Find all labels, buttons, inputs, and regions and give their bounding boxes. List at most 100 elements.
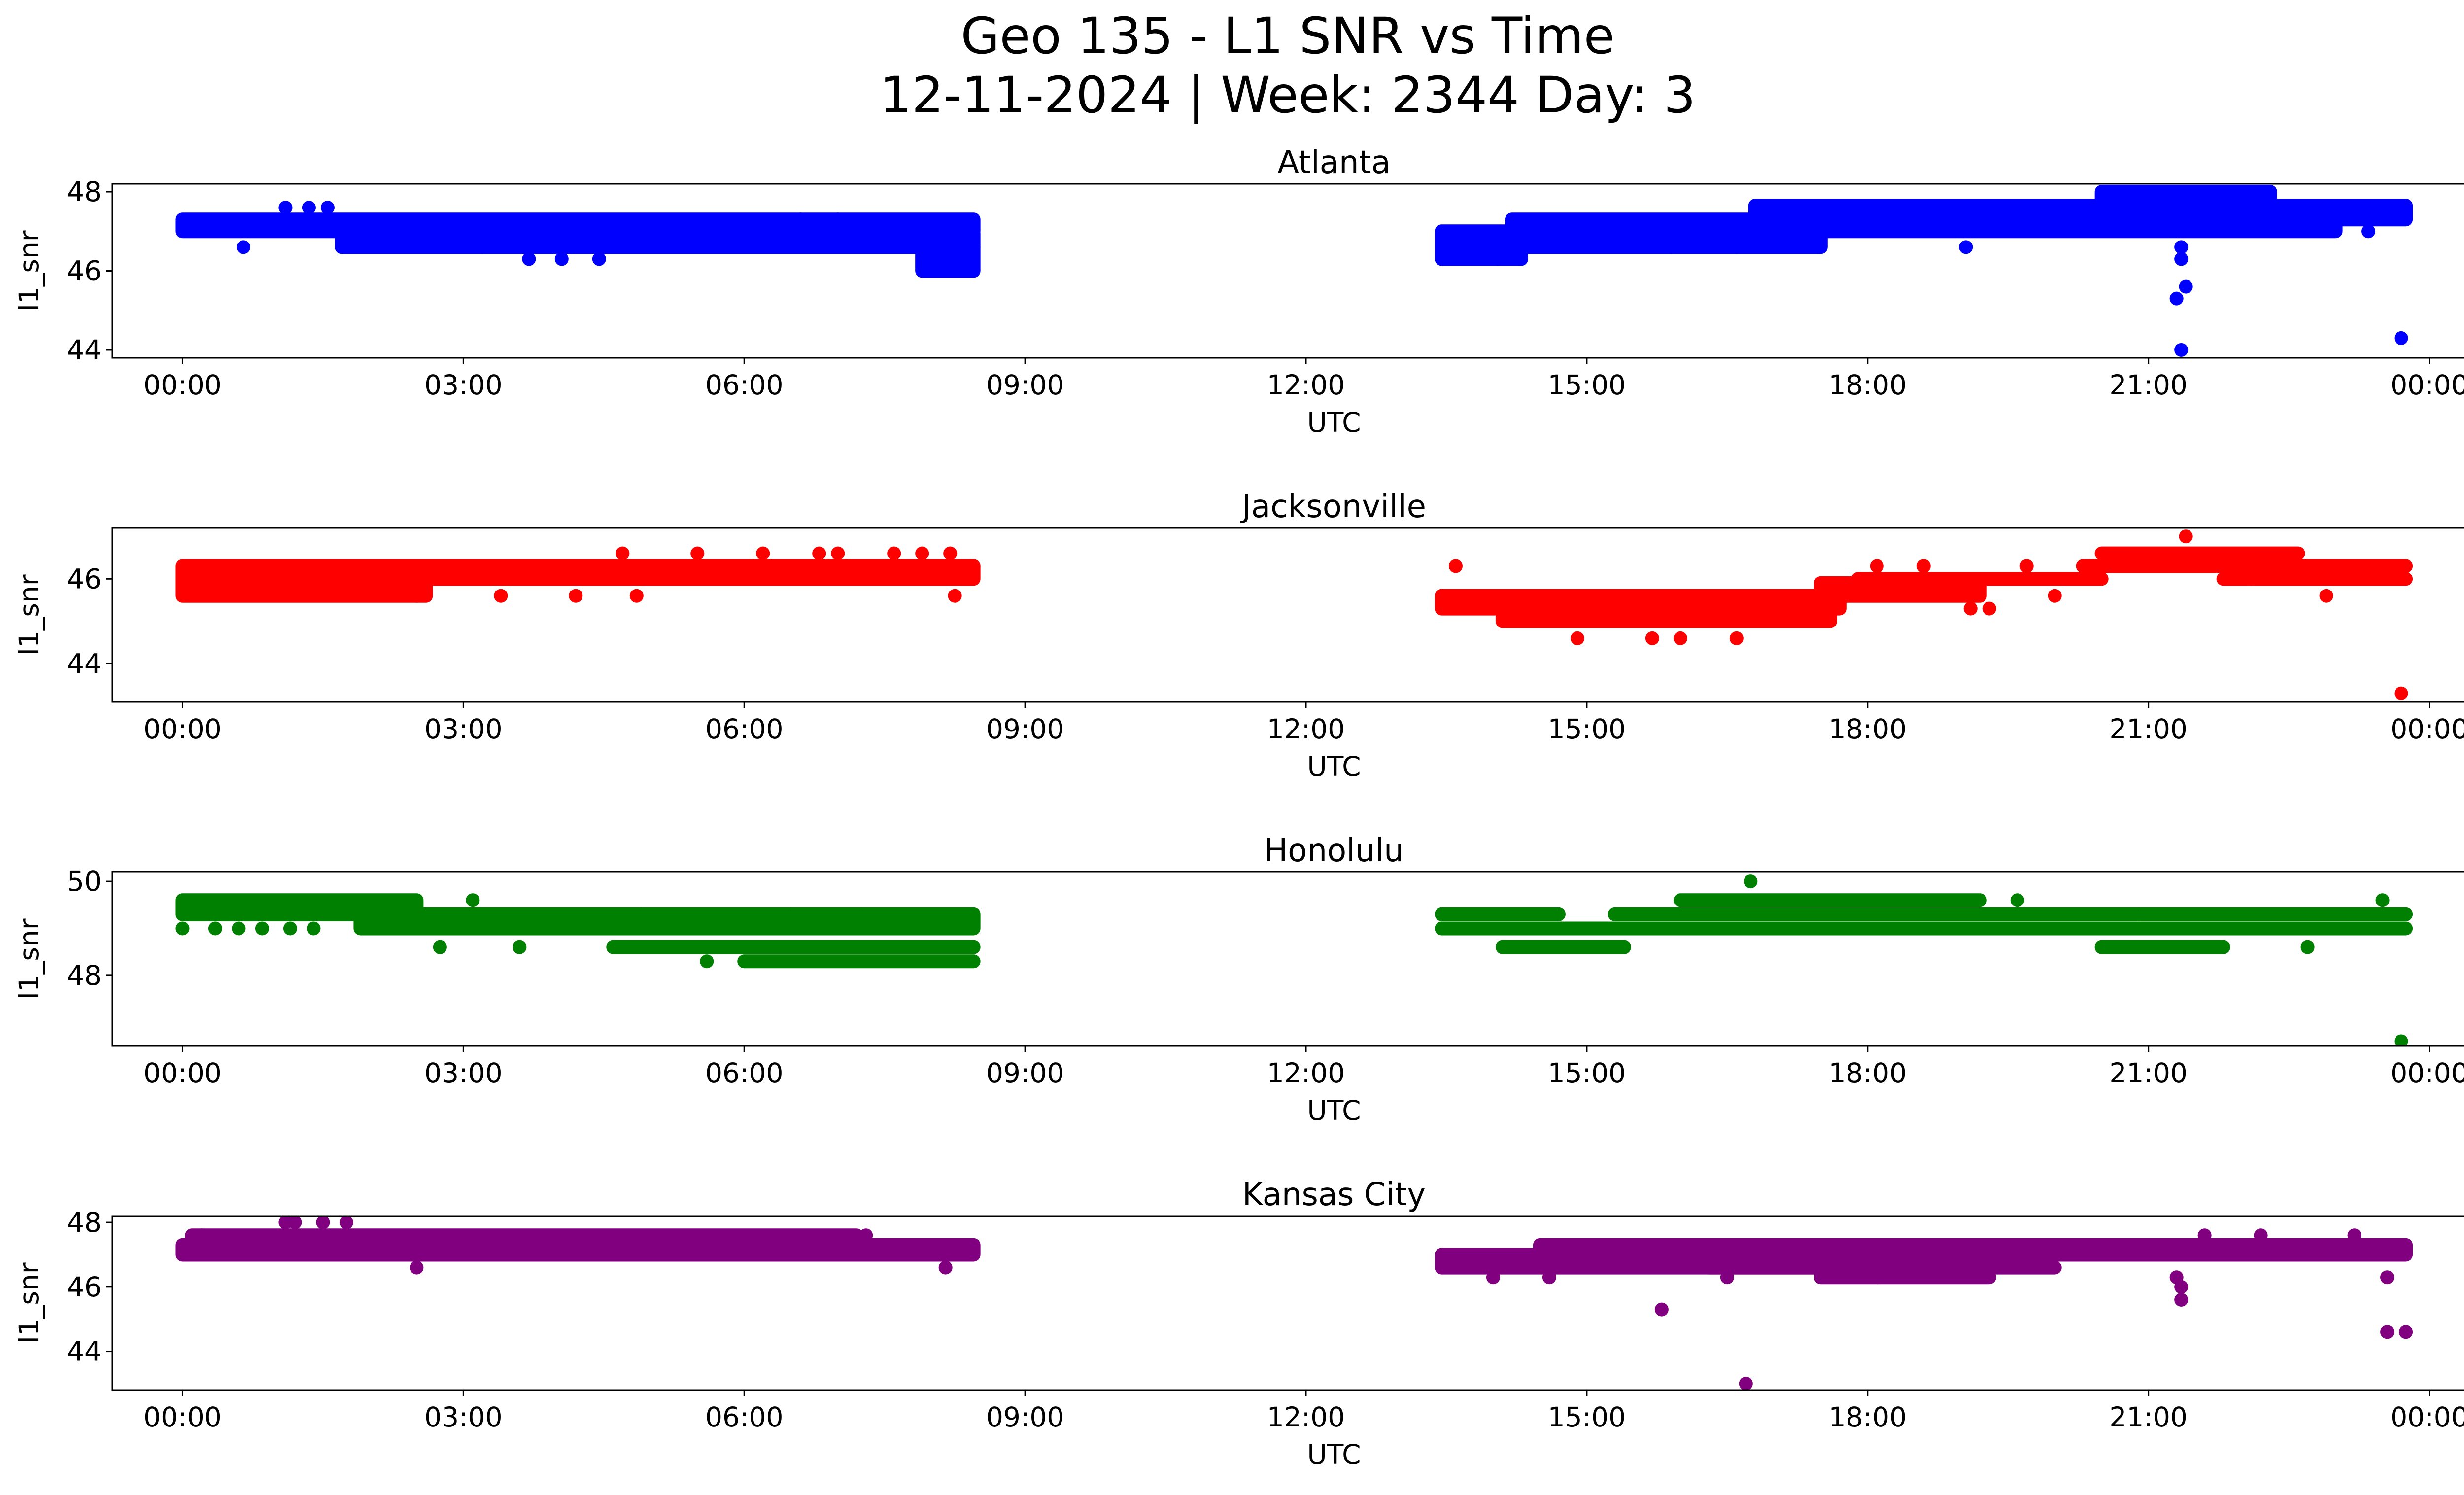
- x-tick-label: 03:00: [424, 713, 503, 745]
- x-tick-label: 15:00: [1548, 1401, 1626, 1433]
- scatter-point: [236, 240, 250, 254]
- scatter-point: [1654, 1302, 1669, 1317]
- scatter-point-cluster: [1435, 921, 2413, 936]
- scatter-point: [2048, 589, 2062, 603]
- scatter-point: [302, 201, 316, 215]
- x-tick-label: 15:00: [1548, 1057, 1626, 1089]
- x-tick-label: 06:00: [705, 713, 784, 745]
- scatter-point: [1570, 631, 1584, 645]
- scatter-point: [629, 589, 644, 603]
- scatter-point: [1870, 1270, 1884, 1285]
- scatter-point-cluster: [1533, 1238, 2413, 1262]
- x-tick-label: 03:00: [424, 1057, 503, 1089]
- scatter-point: [1448, 559, 1463, 573]
- scatter-point: [1645, 631, 1659, 645]
- scatter-point: [513, 940, 527, 954]
- scatter-series: [175, 1216, 2413, 1390]
- scatter-point-cluster: [2094, 185, 2277, 213]
- scatter-point: [2216, 940, 2230, 954]
- scatter-point-cluster: [2094, 546, 2305, 560]
- scatter-point: [812, 546, 826, 560]
- scatter-point: [1935, 921, 1950, 936]
- scatter-point: [578, 1248, 592, 1262]
- scatter-point: [433, 940, 447, 954]
- scatter-point: [793, 212, 808, 227]
- figure-title-line-1: Geo 135 - L1 SNR vs Time: [961, 7, 1615, 66]
- y-tick-label: 50: [67, 866, 102, 897]
- x-tick-label: 21:00: [2109, 713, 2188, 745]
- subplot: Atlanta 00:00 03:00 06:00 09:00 12:00 15:00 18:…: [13, 144, 2464, 438]
- scatter-point: [854, 907, 868, 921]
- x-tick-label: 00:00: [143, 713, 222, 745]
- scatter-point: [1795, 921, 1809, 936]
- scatter-point: [494, 589, 508, 603]
- scatter-point: [307, 921, 321, 936]
- scatter-point: [859, 1228, 873, 1243]
- scatter-point: [316, 1216, 330, 1230]
- y-tick-label: 44: [67, 334, 102, 366]
- scatter-point: [616, 546, 630, 560]
- subplot: Kansas City 00:00 03:00 06:00 09:00 12:00 15:0…: [13, 1177, 2464, 1470]
- scatter-point: [634, 907, 649, 921]
- scatter-point: [1959, 240, 1973, 254]
- x-tick-label: 15:00: [1548, 369, 1626, 401]
- x-tick-label: 03:00: [424, 1401, 503, 1433]
- scatter-point: [2019, 559, 2034, 573]
- scatter-point: [531, 1248, 546, 1262]
- x-tick-label: 00:00: [143, 369, 222, 401]
- scatter-point: [2319, 589, 2333, 603]
- scatter-point: [339, 1216, 353, 1230]
- scatter-point: [283, 921, 297, 936]
- x-tick-label: 12:00: [1267, 1401, 1345, 1433]
- scatter-point: [194, 1228, 208, 1243]
- scatter-point: [288, 1216, 302, 1230]
- scatter-point: [410, 1260, 424, 1275]
- scatter-point: [1888, 921, 1903, 936]
- scatter-point: [1916, 559, 1931, 573]
- scatter-point: [1664, 240, 1678, 254]
- scatter-point: [1982, 601, 1996, 616]
- scatter-point-cluster: [2216, 572, 2413, 586]
- scatter-point: [2174, 1280, 2189, 1294]
- y-tick-label: 48: [67, 176, 102, 208]
- scatter-point: [1673, 631, 1687, 645]
- scatter-point: [1729, 631, 1744, 645]
- scatter-point: [948, 589, 962, 603]
- scatter-point: [260, 559, 274, 573]
- x-tick-label: 03:00: [424, 369, 503, 401]
- scatter-point: [208, 921, 222, 936]
- x-tick-label: 00:00: [143, 1401, 222, 1433]
- subplot-title: Atlanta: [1277, 144, 1391, 181]
- x-axis-label: UTC: [1307, 751, 1361, 782]
- y-tick-label: 44: [67, 648, 102, 680]
- subplot-title: Kansas City: [1242, 1177, 1426, 1213]
- scatter-point-cluster: [335, 226, 981, 254]
- x-axis-label: UTC: [1307, 1439, 1361, 1470]
- scatter-point: [784, 907, 798, 921]
- scatter-point: [1542, 1270, 1556, 1285]
- scatter-point: [2179, 279, 2193, 294]
- scatter-point: [2197, 1228, 2212, 1243]
- scatter-point: [2380, 1270, 2395, 1285]
- scatter-point: [2169, 291, 2184, 306]
- scatter-point-cluster: [606, 940, 981, 954]
- scatter-point: [1439, 1248, 1453, 1262]
- scatter-point-cluster: [2094, 940, 2230, 954]
- x-tick-label: 15:00: [1548, 713, 1626, 745]
- scatter-point: [2174, 1292, 2189, 1307]
- scatter-point-cluster: [1748, 199, 2413, 227]
- x-axis-label: UTC: [1307, 1095, 1361, 1126]
- axes-frame: [111, 871, 2464, 1047]
- scatter-point-cluster: [466, 559, 981, 573]
- scatter-point-cluster: [1851, 572, 2109, 586]
- x-tick-label: 21:00: [2109, 1057, 2188, 1089]
- scatter-point: [938, 1260, 953, 1275]
- scatter-point-cluster: [185, 1228, 864, 1252]
- scatter-point: [522, 252, 536, 266]
- scatter-point: [831, 212, 845, 227]
- x-tick-label: 18:00: [1829, 1401, 1907, 1433]
- scatter-series: [175, 529, 2413, 700]
- x-tick-label: 18:00: [1829, 1057, 1907, 1089]
- scatter-point: [320, 201, 335, 215]
